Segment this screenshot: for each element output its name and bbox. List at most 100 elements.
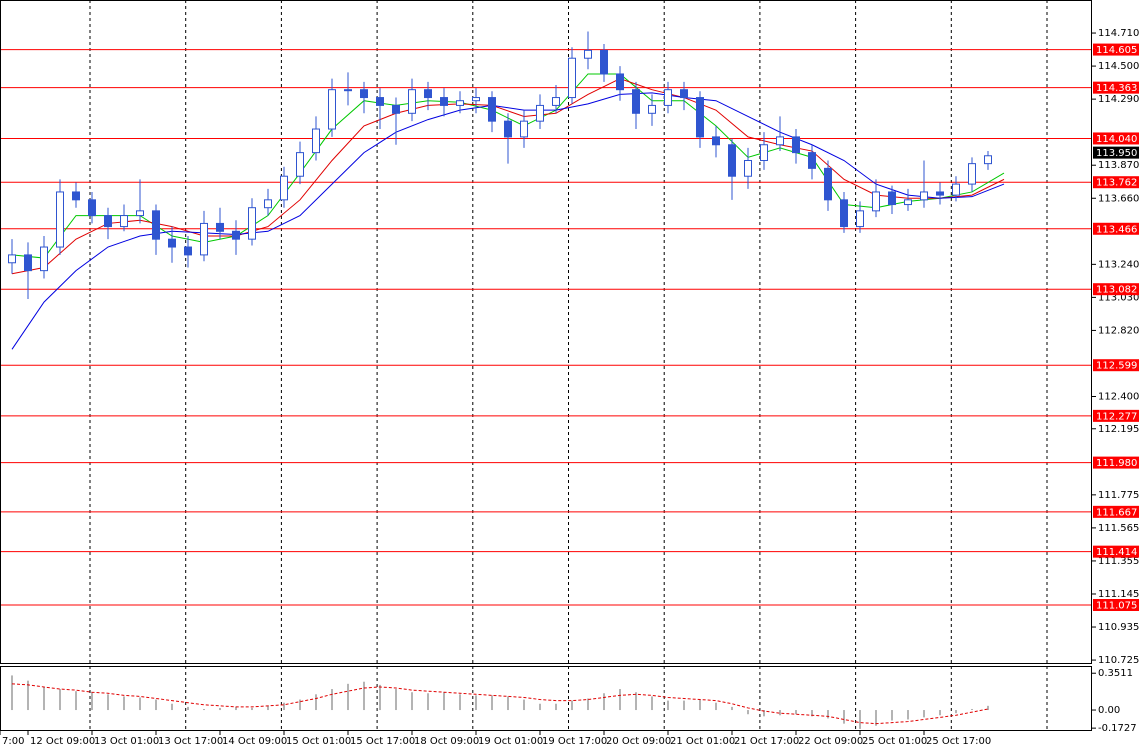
level-label-box	[1093, 409, 1139, 422]
histogram-bar	[43, 686, 45, 711]
histogram-bar	[155, 699, 157, 711]
candle-body	[296, 152, 304, 177]
x-tick-label: 12 Oct 09:00	[30, 736, 95, 747]
level-label: 111.980	[1096, 458, 1137, 469]
histogram-bar	[347, 683, 349, 711]
histogram-bar	[763, 710, 765, 717]
level-label: 111.414	[1096, 547, 1137, 558]
indicator-panel	[11, 666, 1048, 731]
histogram-bar	[75, 691, 77, 711]
candle-body	[216, 222, 224, 232]
candle-body	[840, 199, 848, 228]
histogram-bar	[299, 699, 301, 711]
y-tick-label: 110.725	[1098, 655, 1139, 666]
indicator-frame	[0, 666, 1092, 731]
candle-body	[152, 210, 160, 240]
candle-body	[248, 207, 256, 240]
x-tick-label: 20 Oct 09:00	[606, 736, 671, 747]
x-tick-label: 14 Oct 09:00	[222, 736, 287, 747]
candle-body	[648, 104, 656, 114]
candle-body	[504, 120, 512, 138]
histogram-bar	[251, 707, 253, 711]
candle-body	[56, 191, 64, 248]
candle-body	[664, 89, 672, 106]
x-tick-label: 22 Oct 09:00	[798, 736, 863, 747]
candle-body	[824, 167, 832, 201]
level-label: 111.667	[1096, 507, 1137, 518]
level-label: 112.277	[1096, 411, 1137, 422]
candle-body	[904, 199, 912, 206]
histogram-bar	[315, 694, 317, 711]
candle-body	[968, 163, 976, 185]
candle-body	[344, 89, 352, 92]
histogram-bar	[523, 699, 525, 711]
candle-body	[808, 152, 816, 169]
level-label: 113.762	[1096, 178, 1137, 189]
y-tick-label: 114.500	[1098, 61, 1139, 72]
candle-body	[200, 222, 208, 256]
histogram-bar	[363, 681, 365, 711]
candle-body	[72, 191, 80, 201]
x-tick-label: 7:00	[2, 736, 24, 747]
candle-body	[552, 97, 560, 106]
candle-body	[952, 183, 960, 196]
histogram-bar	[875, 710, 877, 726]
histogram-bar	[635, 692, 637, 711]
histogram-bar	[971, 708, 973, 711]
x-tick-label: 21 Oct 17:00	[734, 736, 799, 747]
level-label-box	[1093, 598, 1139, 611]
level-label-box	[1093, 43, 1139, 56]
level-label: 113.466	[1096, 224, 1137, 235]
histogram-bar	[571, 700, 573, 711]
level-label: 114.363	[1096, 83, 1137, 94]
candle-body	[584, 49, 592, 59]
x-tick-label: 13 Oct 17:00	[158, 736, 223, 747]
level-label: 112.599	[1096, 361, 1137, 372]
level-label: 111.075	[1096, 600, 1137, 611]
candle-body	[792, 136, 800, 154]
candle-body	[888, 191, 896, 206]
candle-body	[360, 89, 368, 99]
y-tick-label: 111.355	[1098, 556, 1139, 567]
histogram-bar	[395, 689, 397, 711]
histogram-bar	[715, 702, 717, 711]
histogram-bar	[411, 692, 413, 711]
level-label-box	[1093, 505, 1139, 518]
candle-body	[568, 57, 576, 99]
y-tick-label: 113.660	[1098, 193, 1139, 204]
histogram-bar	[267, 705, 269, 711]
y-tick-label: 113.030	[1098, 292, 1139, 303]
candle-body	[728, 144, 736, 177]
price-axis: 114.710 114.500 114.290 113.870 113.660 113.2…	[1092, 28, 1139, 734]
candle-body	[88, 199, 96, 217]
histogram-bar	[699, 699, 701, 711]
candle-body	[456, 100, 464, 106]
level-label-box	[1093, 456, 1139, 469]
x-tick-label: 25 Oct 01:00	[862, 736, 927, 747]
candle-body	[264, 199, 272, 209]
moving-average	[11, 92, 1005, 350]
indicator-y-tick-label: 0.3511	[1098, 668, 1133, 679]
histogram-bar	[443, 692, 445, 711]
candle-body	[424, 89, 432, 99]
histogram-bar	[475, 695, 477, 711]
x-tick-label: 19 Oct 01:00	[478, 736, 543, 747]
histogram-bar	[107, 694, 109, 711]
histogram-bar	[651, 696, 653, 711]
y-tick-label: 110.935	[1098, 622, 1139, 633]
histogram-bar	[539, 703, 541, 711]
candle-body	[184, 246, 192, 256]
signal-line	[11, 683, 989, 725]
histogram-bar	[811, 710, 813, 717]
indicator-y-tick-label: -0.1727	[1098, 723, 1137, 734]
candle-body	[680, 89, 688, 99]
candle-body	[168, 238, 176, 248]
histogram-bar	[59, 689, 61, 711]
y-tick-label: 111.565	[1098, 523, 1139, 534]
y-tick-label: 111.775	[1098, 490, 1139, 501]
candle-body	[24, 254, 32, 272]
candle-body	[312, 128, 320, 154]
level-label-box	[1093, 81, 1139, 94]
candle-body	[920, 191, 928, 201]
